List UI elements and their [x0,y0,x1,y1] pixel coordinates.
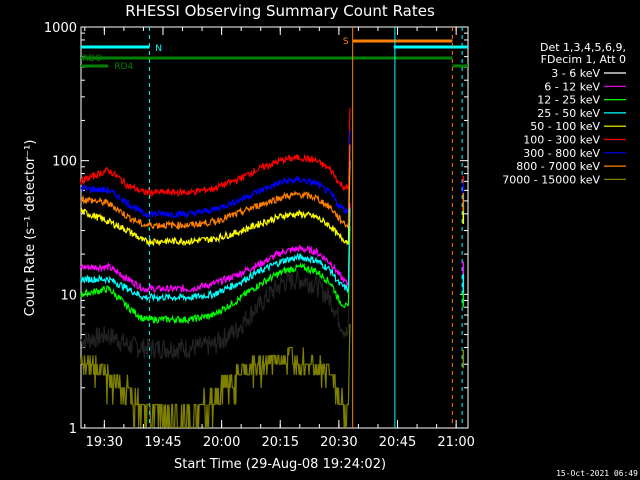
legend-label: 50 - 100 keV [530,120,600,133]
series-line [80,160,351,247]
legend-label: 12 - 25 keV [537,94,600,107]
legend-label: 300 - 800 keV [523,147,600,160]
legend-label: 800 - 7000 keV [516,160,600,173]
legend-label: 3 - 6 keV [551,67,600,80]
y-tick-label: 10 [60,288,77,303]
y-tick-label: 100 [52,155,77,170]
flag-s-label: S [343,37,349,47]
plot-frame [80,26,469,429]
legend-header: Det 1,3,4,5,6,9, [540,41,626,54]
series-line [80,226,351,325]
footer-timestamp: 15-Oct-2021 06:49 [556,469,638,478]
x-tick-label: 19:45 [144,435,181,450]
y-tick-label: 1 [69,422,77,437]
y-axis-label: Count Rate (s⁻¹ detector⁻¹) [23,140,38,317]
flag-n-label: N [155,44,162,54]
series-line [80,107,351,198]
x-tick-label: 21:00 [437,435,474,450]
legend-header: FDecim 1, Att 0 [541,53,626,66]
series-line [80,323,351,428]
y-tick-label: 1000 [44,21,77,36]
series-line [80,144,351,231]
legend-label: 100 - 300 keV [523,134,600,147]
x-tick-label: 19:30 [86,435,123,450]
legend-label: 7000 - 15000 keV [502,173,600,186]
x-tick-label: 20:15 [262,435,299,450]
series-line [80,208,351,303]
series-line [80,203,351,294]
x-axis-label: Start Time (29-Aug-08 19:24:02) [174,457,386,472]
chart-title: RHESSI Observing Summary Count Rates [125,2,435,20]
series-line [80,130,351,220]
x-tick-label: 20:30 [320,435,357,450]
x-tick-label: 20:45 [379,435,416,450]
flag-rd4-label: RD4 [114,62,133,72]
flag-rdo-label: RDO [82,54,102,64]
series-line [80,254,351,360]
legend-label: 25 - 50 keV [537,107,600,120]
x-tick-label: 20:00 [203,435,240,450]
legend-label: 6 - 12 keV [544,80,600,93]
